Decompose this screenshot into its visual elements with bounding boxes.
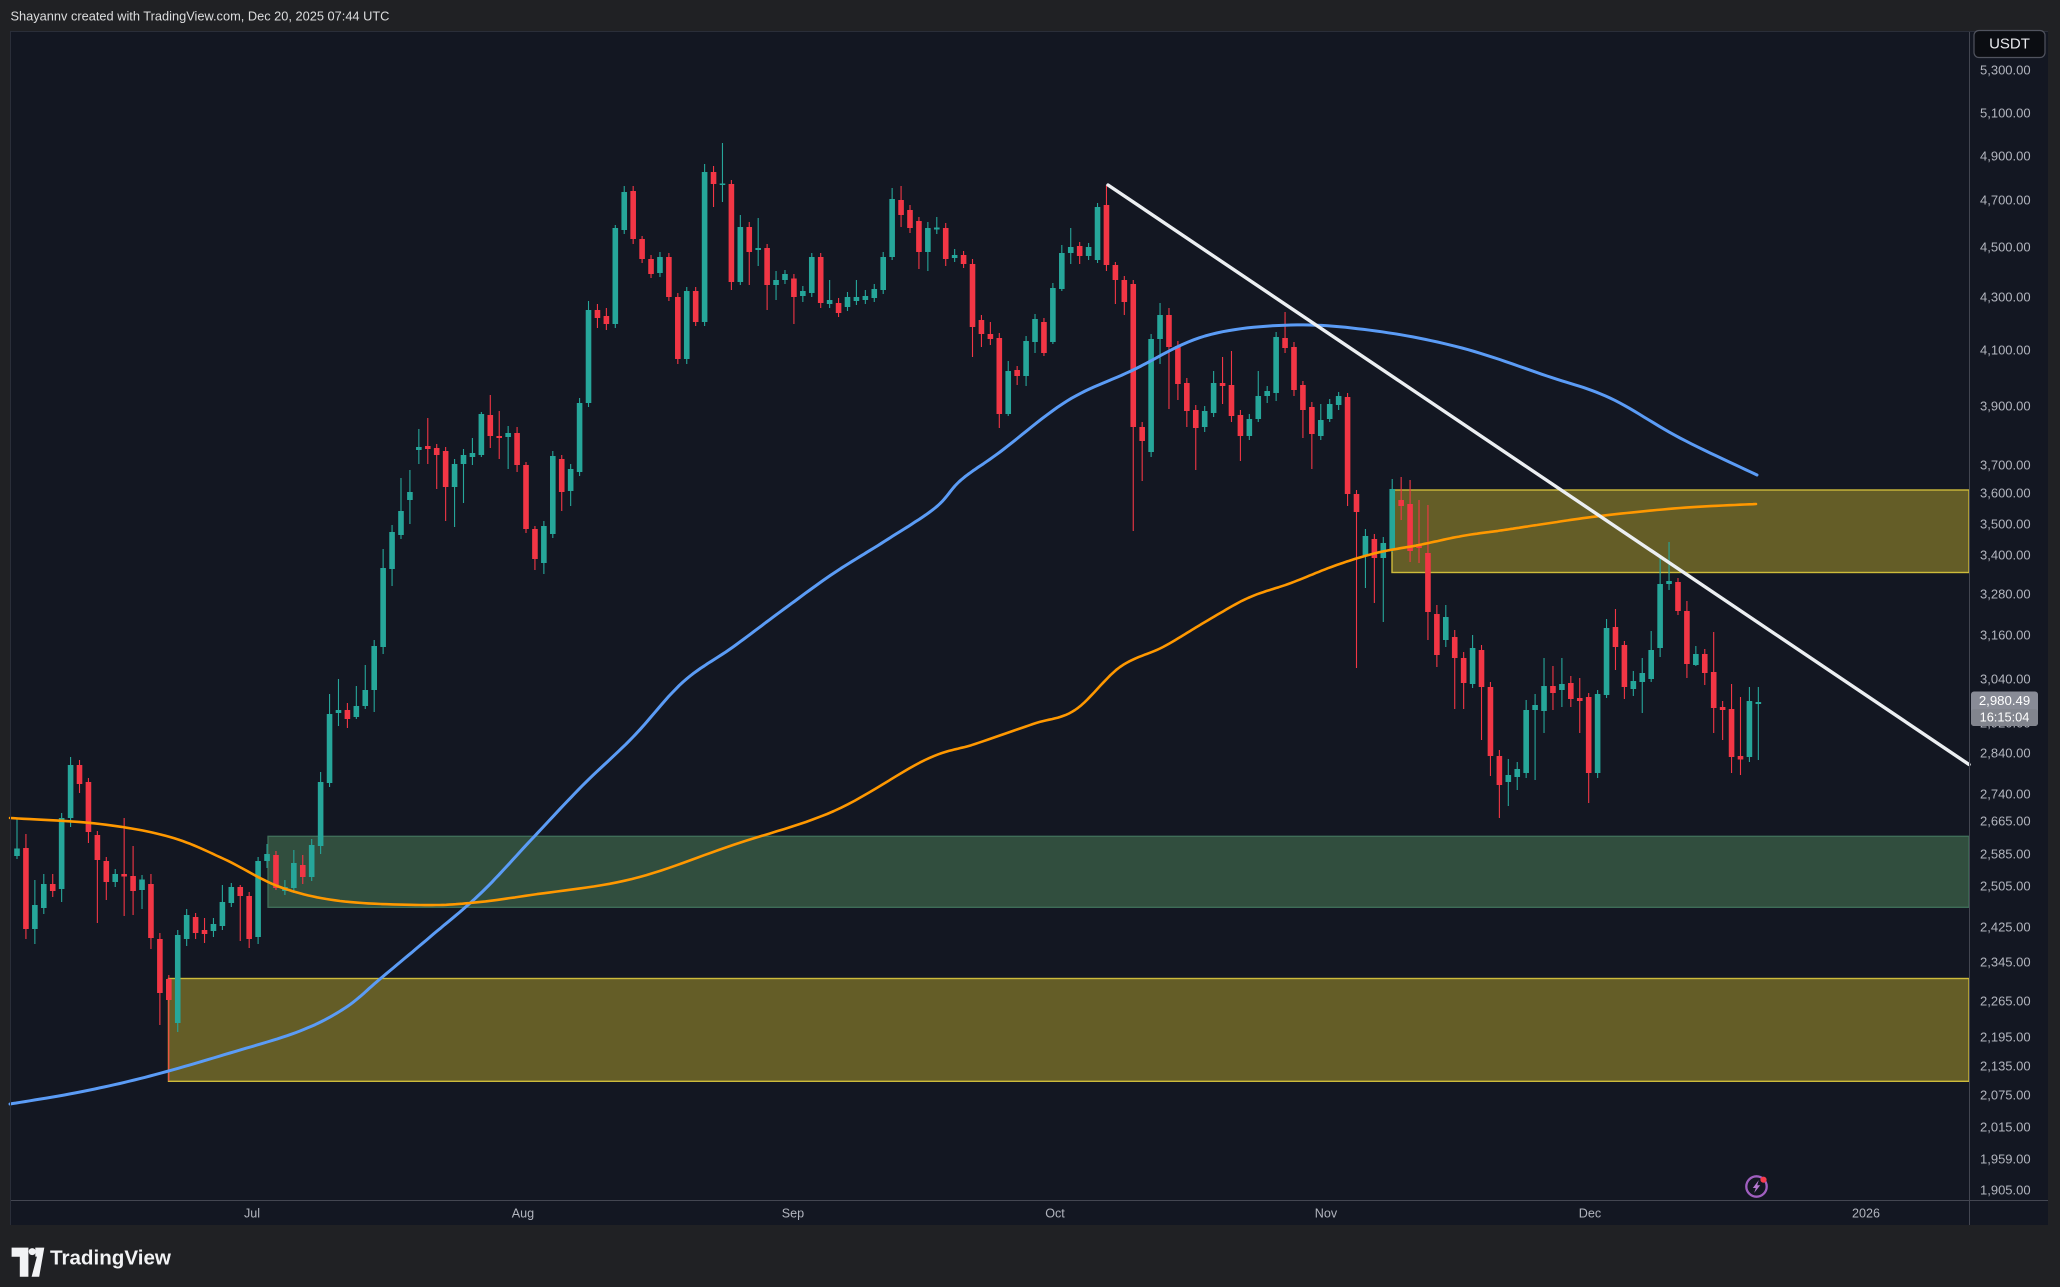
svg-text:4,900.00: 4,900.00 [1980,149,2031,164]
svg-text:Jul: Jul [244,1207,260,1221]
svg-text:3,160.00: 3,160.00 [1980,628,2031,643]
svg-text:3,900.00: 3,900.00 [1980,399,2031,414]
svg-text:3,400.00: 3,400.00 [1980,548,2031,563]
svg-text:2,195.00: 2,195.00 [1980,1030,2031,1045]
svg-text:1,905.00: 1,905.00 [1980,1183,2031,1198]
svg-text:3,600.00: 3,600.00 [1980,486,2031,501]
svg-text:3,500.00: 3,500.00 [1980,517,2031,532]
svg-text:3,700.00: 3,700.00 [1980,458,2031,473]
svg-text:2,740.00: 2,740.00 [1980,787,2031,802]
svg-text:4,500.00: 4,500.00 [1980,240,2031,255]
svg-text:Sep: Sep [782,1207,804,1221]
svg-text:2,585.00: 2,585.00 [1980,847,2031,862]
svg-text:2,980.49: 2,980.49 [1979,693,2030,708]
svg-text:2,345.00: 2,345.00 [1980,955,2031,970]
svg-text:2026: 2026 [1852,1207,1880,1221]
svg-text:5,300.00: 5,300.00 [1980,63,2031,78]
svg-text:3,040.00: 3,040.00 [1980,672,2031,687]
svg-text:5,100.00: 5,100.00 [1980,106,2031,121]
svg-text:2,015.00: 2,015.00 [1980,1120,2031,1135]
svg-text:Shayannv created with TradingV: Shayannv created with TradingView.com, D… [11,9,390,24]
svg-text:2,075.00: 2,075.00 [1980,1088,2031,1103]
svg-text:2,665.00: 2,665.00 [1980,814,2031,829]
svg-text:USDT: USDT [1989,36,2030,53]
svg-text:Oct: Oct [1045,1207,1065,1221]
svg-text:Dec: Dec [1579,1207,1601,1221]
svg-text:1,959.00: 1,959.00 [1980,1152,2031,1167]
svg-text:2,265.00: 2,265.00 [1980,994,2031,1009]
svg-text:3,280.00: 3,280.00 [1980,587,2031,602]
svg-text:TradingView: TradingView [50,1247,172,1270]
svg-text:Nov: Nov [1315,1207,1338,1221]
svg-text:Aug: Aug [512,1207,534,1221]
svg-text:2,840.00: 2,840.00 [1980,746,2031,761]
svg-text:4,700.00: 4,700.00 [1980,193,2031,208]
svg-text:4,100.00: 4,100.00 [1980,343,2031,358]
svg-text:2,505.00: 2,505.00 [1980,879,2031,894]
svg-text:2,135.00: 2,135.00 [1980,1059,2031,1074]
svg-text:16:15:04: 16:15:04 [1980,710,2030,725]
svg-text:4,300.00: 4,300.00 [1980,290,2031,305]
svg-text:2,425.00: 2,425.00 [1980,920,2031,935]
